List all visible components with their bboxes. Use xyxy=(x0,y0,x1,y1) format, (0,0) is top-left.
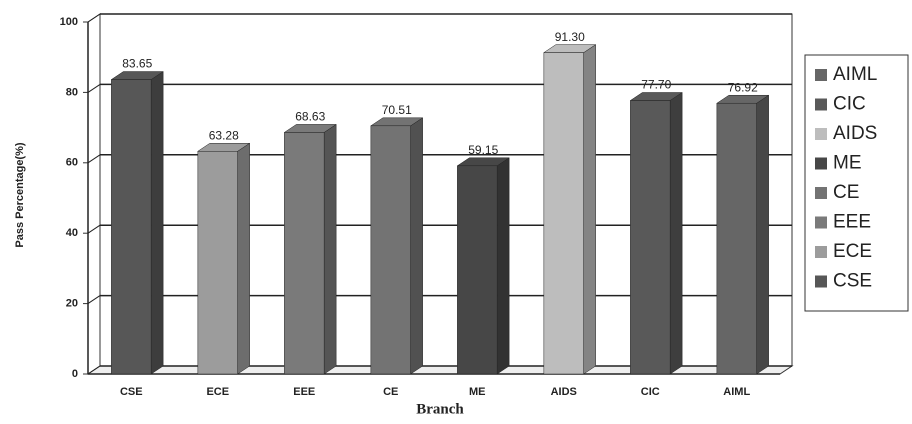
value-label: 83.65 xyxy=(122,57,152,71)
bar-side xyxy=(150,71,164,375)
legend-label: CIC xyxy=(833,94,866,115)
bar-side xyxy=(756,94,769,375)
grid-line-side xyxy=(87,83,101,93)
grid-line-side xyxy=(87,13,101,23)
legend-label: CSE xyxy=(833,271,872,292)
legend-swatch xyxy=(815,246,827,258)
value-label: 70.51 xyxy=(382,103,412,117)
bar xyxy=(716,102,757,375)
legend-label: CE xyxy=(833,182,859,203)
x-axis-label: Branch xyxy=(416,401,464,417)
legend-label: AIML xyxy=(833,64,877,85)
bar xyxy=(284,132,325,375)
x-tick-label: CSE xyxy=(120,386,143,398)
bar xyxy=(630,100,671,375)
x-tick-label: ME xyxy=(469,386,486,398)
bar-side xyxy=(237,142,250,375)
bar-side xyxy=(496,157,510,375)
grid-line-side xyxy=(87,365,101,375)
y-tick-label: 40 xyxy=(66,227,78,239)
bar xyxy=(543,52,584,375)
x-tick-label: AIML xyxy=(723,386,750,398)
legend-box xyxy=(804,54,909,312)
x-tick-label: ECE xyxy=(206,386,229,398)
bar-side xyxy=(583,44,596,375)
grid-line-side xyxy=(87,224,101,234)
legend-label: AIDS xyxy=(833,123,877,144)
y-tick-label: 100 xyxy=(60,16,78,28)
floor xyxy=(86,365,794,375)
y-axis-label: Pass Percentage(%) xyxy=(14,142,26,247)
legend-swatch xyxy=(815,98,827,111)
legend-swatch xyxy=(815,216,827,229)
side-wall xyxy=(87,13,101,375)
x-tick-label: EEE xyxy=(293,386,315,398)
value-label: 59.15 xyxy=(468,143,498,157)
value-label: 91.30 xyxy=(555,30,585,44)
bar-side xyxy=(410,117,423,375)
legend-swatch xyxy=(815,275,827,288)
x-tick-label: AIDS xyxy=(551,386,577,398)
grid-line-side xyxy=(87,154,101,164)
legend-swatch xyxy=(815,157,827,170)
value-label: 77.70 xyxy=(641,78,671,92)
bar xyxy=(197,151,238,375)
value-label: 63.28 xyxy=(209,128,239,142)
x-tick-label: CIC xyxy=(641,386,660,398)
x-tick-label: CE xyxy=(383,386,398,398)
legend-swatch xyxy=(815,187,827,199)
y-tick-label: 0 xyxy=(72,368,78,380)
legend-label: EEE xyxy=(833,212,871,233)
bar xyxy=(457,165,498,375)
legend-swatch xyxy=(815,69,827,81)
grid-line-side xyxy=(87,295,101,305)
legend-label: ECE xyxy=(833,241,872,262)
bar-side xyxy=(669,92,683,375)
value-label: 68.63 xyxy=(295,110,325,124)
value-label: 76.92 xyxy=(728,80,758,94)
y-tick-label: 60 xyxy=(66,157,78,169)
y-tick-label: 80 xyxy=(66,86,78,98)
legend-swatch xyxy=(815,128,827,140)
legend-label: ME xyxy=(833,153,862,174)
bar-side xyxy=(323,123,337,375)
bar xyxy=(370,125,411,375)
y-tick-label: 20 xyxy=(66,298,78,310)
bar xyxy=(111,79,152,375)
